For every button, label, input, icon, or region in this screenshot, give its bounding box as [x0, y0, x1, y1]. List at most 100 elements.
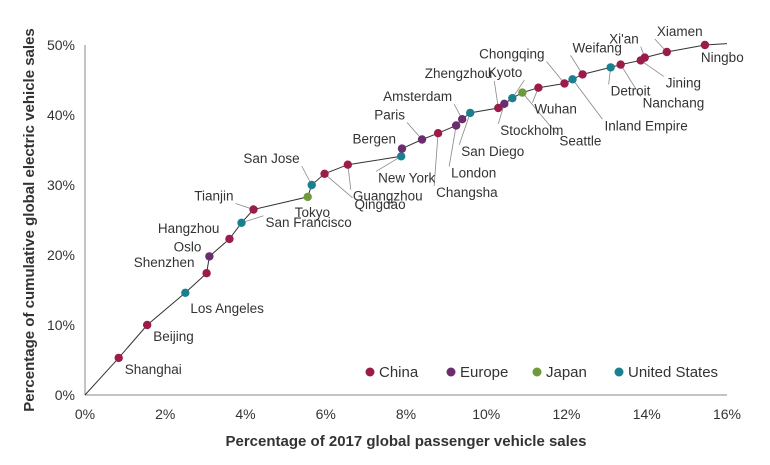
label-jining: Jining: [666, 75, 701, 90]
label-new-york: New York: [378, 170, 435, 185]
point-changsha: [433, 129, 443, 138]
leader-london: [448, 125, 457, 167]
y-tick-label: 30%: [47, 177, 75, 193]
point-ningbo: [700, 40, 710, 50]
point-detroit: [606, 63, 615, 72]
point-guangzhou: [343, 160, 353, 169]
leader-new-york: [375, 155, 402, 172]
label-weifang: Weifang: [573, 40, 622, 55]
point-bergen: [397, 144, 407, 153]
leader-seattle: [522, 92, 558, 135]
legend-label-europe: Europe: [460, 364, 508, 381]
y-axis-title: Percentage of cumulative global electric…: [21, 28, 38, 412]
data-points: [114, 40, 710, 363]
point-paris: [417, 135, 427, 144]
label-san-francisco: San Francisco: [265, 215, 351, 230]
label-chongqing: Chongqing: [479, 47, 544, 62]
label-xiamen: Xiamen: [657, 24, 703, 39]
legend-label-japan: Japan: [546, 364, 587, 381]
label-london: London: [451, 166, 496, 181]
y-tick-labels: 0% 10% 20% 30% 40% 50%: [47, 37, 75, 403]
label-paris: Paris: [374, 108, 405, 123]
point-london: [451, 121, 461, 130]
y-tick-label: 40%: [47, 107, 75, 123]
label-ningbo: Ningbo: [701, 50, 744, 65]
point-amsterdam: [457, 115, 467, 124]
legend-swatch-europe: [446, 367, 456, 377]
leader-changsha: [433, 133, 439, 187]
y-tick-label: 0%: [55, 387, 75, 403]
point-chongqing: [560, 79, 569, 88]
legend-label-us: United States: [628, 364, 718, 381]
point-beijing: [142, 320, 152, 330]
point-los-angeles: [181, 288, 190, 297]
leader-san-diego: [458, 112, 471, 146]
leader-qingdao: [324, 173, 353, 199]
leader-chongqing: [546, 61, 565, 84]
label-shanghai: Shanghai: [125, 362, 182, 377]
label-san-jose: San Jose: [243, 151, 299, 166]
label-changsha: Changsha: [436, 185, 498, 200]
label-xi-an: Xi'an: [609, 32, 639, 47]
label-beijing: Beijing: [153, 329, 194, 344]
legend-swatch-japan: [532, 367, 542, 377]
label-oslo: Oslo: [174, 239, 202, 254]
point-new-york: [396, 152, 406, 161]
leader-zhengzhou: [493, 80, 499, 109]
label-nanchang: Nanchang: [643, 96, 705, 111]
point-weifang: [578, 70, 587, 79]
leader-inland-empire: [572, 79, 603, 120]
leader-jining: [640, 60, 664, 77]
point-xiamen: [662, 47, 672, 57]
label-bergen: Bergen: [352, 132, 396, 147]
label-inland-empire: Inland Empire: [605, 118, 688, 133]
y-tick-label: 10%: [47, 317, 75, 333]
point-shanghai: [114, 353, 123, 363]
label-wuhan: Wuhan: [534, 102, 577, 117]
x-tick-label: 12%: [552, 406, 580, 422]
x-tick-label: 2%: [155, 406, 175, 422]
label-kyoto: Kyoto: [488, 65, 523, 80]
legend: China Europe Japan United States: [365, 364, 718, 381]
point-shenzhen: [202, 269, 211, 278]
label-amsterdam: Amsterdam: [383, 89, 452, 104]
label-guangzhou: Guangzhou: [353, 189, 423, 204]
label-tokyo: Tokyo: [295, 205, 330, 220]
point-nanchang: [616, 60, 625, 69]
y-tick-label: 20%: [47, 247, 75, 263]
label-tianjin: Tianjin: [194, 189, 233, 204]
point-wuhan: [534, 83, 543, 92]
point-san-jose: [307, 180, 316, 190]
label-hangzhou: Hangzhou: [158, 221, 220, 236]
x-tick-label: 10%: [472, 406, 500, 422]
label-san-diego: San Diego: [461, 144, 524, 159]
legend-swatch-us: [614, 367, 624, 377]
point-tokyo: [303, 192, 312, 202]
point-san-francisco: [237, 218, 246, 227]
x-tick-labels: 0% 2% 4% 6% 8% 10% 12% 14% 16%: [75, 406, 741, 422]
point-oslo: [205, 252, 214, 261]
x-tick-label: 14%: [633, 406, 661, 422]
label-zhengzhou: Zhengzhou: [425, 66, 493, 81]
label-stockholm: Stockholm: [500, 123, 563, 138]
point-stockholm: [500, 99, 509, 109]
y-tick-label: 50%: [47, 37, 75, 53]
point-san-diego: [466, 108, 475, 118]
axes: [84, 45, 727, 396]
point-xi-an: [640, 53, 649, 62]
point-inland-empire: [568, 75, 577, 84]
x-tick-label: 4%: [235, 406, 255, 422]
x-tick-label: 6%: [316, 406, 336, 422]
x-axis-title: Percentage of 2017 global passenger vehi…: [225, 433, 586, 450]
point-kyoto: [508, 94, 517, 103]
legend-swatch-china: [365, 367, 375, 377]
point-tianjin: [249, 205, 258, 214]
label-detroit: Detroit: [611, 83, 651, 98]
x-tick-label: 0%: [75, 406, 95, 422]
x-tick-label: 8%: [396, 406, 416, 422]
point-qingdao: [320, 169, 329, 178]
point-zhengzhou: [494, 103, 503, 113]
label-qingdao: Qingdao: [355, 197, 406, 212]
label-seattle: Seattle: [559, 134, 601, 149]
leader-nanchang: [620, 64, 642, 97]
